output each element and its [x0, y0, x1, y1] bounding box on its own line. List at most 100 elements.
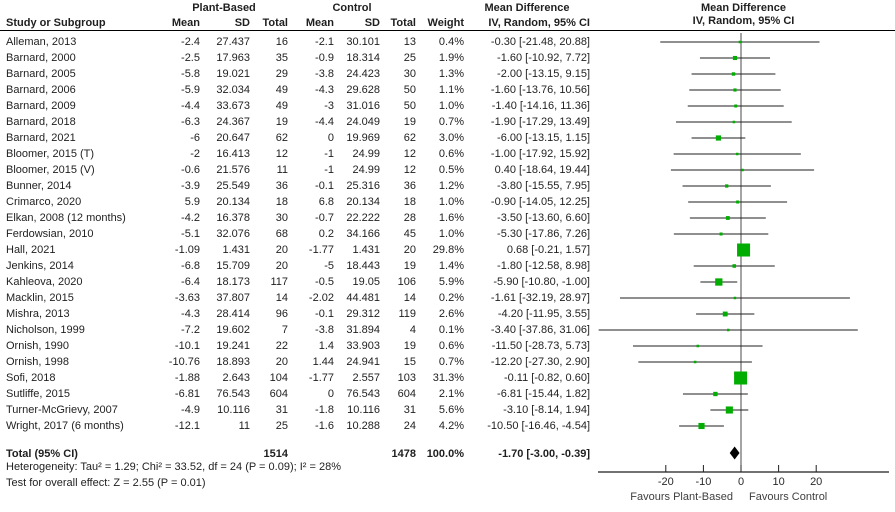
studies-body: Alleman, 2013 -2.4 27.437 16 -2.1 30.101 13 0.4…: [0, 34, 590, 434]
cell-weight: 0.5%: [438, 164, 464, 176]
cell-md-text: 0.68 [-0.21, 1.57]: [506, 244, 590, 256]
cell-mean-pb: -12.1: [174, 420, 200, 432]
cell-mean-ctrl: -1.77: [308, 372, 334, 384]
cell-total-pb: 22: [275, 340, 288, 352]
effect-square: [715, 135, 722, 141]
cell-sd-pb: 11: [238, 420, 250, 432]
cell-weight: 1.3%: [438, 68, 464, 80]
cell-weight: 0.7%: [438, 116, 464, 128]
weight-col-header: Weight: [427, 17, 464, 29]
cell-sd-pb: 20.647: [216, 132, 250, 144]
cell-total-pb: 35: [275, 52, 288, 64]
cell-mean-ctrl: -1.6: [315, 420, 334, 432]
cell-study-name: Elkan, 2008 (12 months): [6, 212, 126, 224]
study-row: Ornish, 1998 -10.76 18.893 20 1.44 24.941 15 0.…: [0, 354, 590, 370]
cell-sd-pb: 33.673: [216, 100, 250, 112]
cell-md-text: -3.50 [-13.60, 6.60]: [497, 212, 590, 224]
axis-tick-label: -10: [695, 476, 711, 488]
total-row: Total (95% CI) 1514 1478 100.0% -1.70 [-…: [0, 446, 590, 462]
cell-sd-pb: 10.116: [217, 404, 250, 416]
cell-sd-ctrl: 22.222: [346, 212, 380, 224]
cell-mean-pb: -2.4: [181, 36, 200, 48]
cell-weight: 0.4%: [438, 36, 464, 48]
cell-total-ctrl: 25: [403, 52, 416, 64]
cell-sd-pb: 16.413: [216, 148, 250, 160]
cell-sd-ctrl: 24.99: [352, 164, 380, 176]
cell-total-pb: 7: [281, 324, 288, 336]
cell-mean-ctrl: -1: [324, 164, 334, 176]
sd-ctrl-col-header: SD: [364, 17, 380, 29]
md-header-left: Mean Difference: [484, 2, 570, 14]
effect-square: [698, 422, 705, 430]
study-row: Ornish, 1990 -10.1 19.241 22 1.4 33.903 19 0.6%…: [0, 338, 590, 354]
cell-weight: 0.2%: [438, 292, 464, 304]
cell-weight: 29.8%: [432, 244, 464, 256]
cell-mean-ctrl: -0.1: [315, 308, 334, 320]
cell-mean-ctrl: -1.77: [308, 244, 334, 256]
cell-sd-pb: 37.807: [216, 292, 250, 304]
cell-study-name: Jenkins, 2014: [6, 260, 74, 272]
cell-sd-ctrl: 24.423: [346, 68, 380, 80]
cell-mean-ctrl: -0.7: [315, 212, 334, 224]
cell-study-name: Barnard, 2021: [6, 132, 76, 144]
study-row: Wright, 2017 (6 months) -12.1 11 25 -1.6 10.2…: [0, 418, 590, 434]
cell-total-pb: 11: [276, 164, 288, 176]
cell-mean-pb: -10.76: [168, 356, 200, 368]
cell-sd-pb: 19.021: [216, 68, 250, 80]
cell-md-text: -1.60 [-10.92, 7.72]: [497, 52, 590, 64]
cell-total-pb: 16: [275, 36, 288, 48]
effect-square: [736, 200, 740, 204]
study-row: Barnard, 2018 -6.3 24.367 19 -4.4 24.049 19 0.7…: [0, 114, 590, 130]
total-md-text: -1.70 [-3.00, -0.39]: [498, 448, 590, 460]
cell-total-ctrl: 28: [403, 212, 416, 224]
cell-total-ctrl: 106: [397, 276, 416, 288]
cell-total-ctrl: 4: [409, 324, 416, 336]
axis-tick-label: 20: [810, 476, 822, 488]
cell-total-ctrl: 45: [403, 228, 416, 240]
effect-square: [725, 184, 729, 188]
effect-square: [732, 120, 736, 124]
study-row: Barnard, 2006 -5.9 32.034 49 -4.3 29.628 50 1.1…: [0, 82, 590, 98]
cell-sd-pb: 18.893: [216, 356, 250, 368]
cell-weight: 0.6%: [438, 340, 464, 352]
cell-mean-pb: -2: [190, 148, 200, 160]
cell-study-name: Turner-McGrievy, 2007: [6, 404, 118, 416]
cell-weight: 1.9%: [438, 52, 464, 64]
study-row: Kahleova, 2020 -6.4 18.173 117 -0.5 19.05 106 5…: [0, 274, 590, 290]
cell-md-text: -1.00 [-17.92, 15.92]: [490, 148, 590, 160]
cell-md-text: -3.40 [-37.86, 31.06]: [490, 324, 590, 336]
cell-mean-ctrl: -4.3: [315, 84, 334, 96]
cell-total-ctrl: 15: [403, 356, 416, 368]
plot-header-line2: IV, Random, 95% CI: [692, 15, 795, 27]
study-row: Bloomer, 2015 (V) -0.6 21.576 11 -1 24.99 12 0.…: [0, 162, 590, 178]
cell-mean-pb: -4.3: [181, 308, 200, 320]
cell-md-text: -11.50 [-28.73, 5.73]: [491, 340, 590, 352]
total-label: Total (95% CI): [6, 448, 78, 460]
cell-md-text: -12.20 [-27.30, 2.90]: [490, 356, 590, 368]
cell-sd-ctrl: 19.05: [352, 276, 380, 288]
cell-sd-pb: 16.378: [216, 212, 250, 224]
effect-square: [733, 296, 737, 300]
effect-square: [731, 72, 736, 76]
cell-sd-pb: 32.076: [216, 228, 250, 240]
cell-total-ctrl: 36: [403, 180, 416, 192]
cell-md-text: -1.80 [-12.58, 8.98]: [497, 260, 590, 272]
cell-mean-pb: -5.8: [181, 68, 200, 80]
cell-sd-pb: 28.414: [216, 308, 250, 320]
total-ctrl-col-header: Total: [390, 17, 416, 29]
cell-total-pb: 30: [275, 212, 288, 224]
cell-md-text: -0.11 [-0.82, 0.60]: [503, 372, 590, 384]
cell-sd-ctrl: 2.557: [352, 372, 380, 384]
cell-sd-pb: 18.173: [216, 276, 250, 288]
cell-mean-ctrl: 0: [327, 388, 334, 400]
study-row: Sutliffe, 2015 -6.81 76.543 604 0 76.543 604 2.…: [0, 386, 590, 402]
cell-study-name: Mishra, 2013: [6, 308, 70, 320]
cell-mean-ctrl: -4.4: [315, 116, 334, 128]
study-col-header: Study or Subgroup: [6, 17, 106, 29]
study-row: Nicholson, 1999 -7.2 19.602 7 -3.8 31.894 4 0.1…: [0, 322, 590, 338]
cell-mean-ctrl: -1.8: [315, 404, 334, 416]
forest-plot-svg: -20 -10 0 10 20 Favours Plant-Based Favours Co…: [598, 33, 889, 503]
cell-study-name: Nicholson, 1999: [6, 324, 85, 336]
cell-sd-pb: 21.576: [216, 164, 250, 176]
cell-total-pb: 68: [275, 228, 288, 240]
